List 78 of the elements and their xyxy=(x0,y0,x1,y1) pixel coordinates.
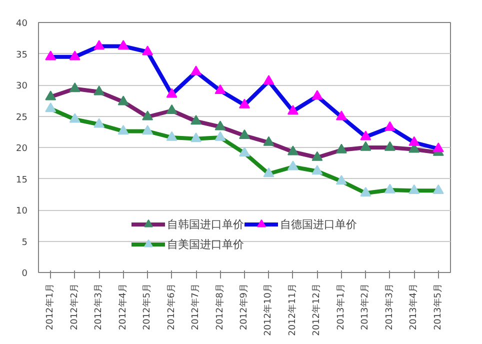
point xyxy=(94,118,105,128)
point xyxy=(432,184,444,194)
point xyxy=(360,130,372,140)
point xyxy=(312,164,323,175)
point xyxy=(118,124,129,135)
y-tick-label: 30 xyxy=(16,82,28,92)
legend-label: 自德国进口单价 xyxy=(280,216,357,232)
point xyxy=(432,142,444,152)
point xyxy=(69,113,80,123)
point xyxy=(166,131,178,141)
x-tick-label: 2013年4月 xyxy=(408,283,420,330)
y-tick-label: 40 xyxy=(16,19,28,29)
y-tick-label: 10 xyxy=(16,206,28,216)
point xyxy=(312,151,323,161)
x-tick-label: 2012年7月 xyxy=(190,283,202,330)
point xyxy=(384,184,396,194)
x-tick-label: 2013年3月 xyxy=(384,283,395,330)
y-tick-label: 20 xyxy=(16,144,28,154)
point xyxy=(45,90,56,100)
point xyxy=(287,104,298,115)
point xyxy=(142,46,154,56)
point xyxy=(118,40,129,50)
point xyxy=(166,88,178,98)
x-tick-label: 2013年5月 xyxy=(432,283,444,330)
point xyxy=(166,104,178,114)
x-tick-label: 2013年2月 xyxy=(360,283,371,330)
point xyxy=(408,184,420,194)
legend-label: 自美国进口单价 xyxy=(167,236,244,252)
point xyxy=(142,110,154,120)
x-tick-label: 2012年8月 xyxy=(214,283,226,330)
point xyxy=(360,186,372,197)
point xyxy=(336,110,347,120)
point xyxy=(239,129,250,140)
x-tick-label: 2012年2月 xyxy=(68,283,80,330)
point xyxy=(214,84,226,94)
x-tick-label: 2012年11月 xyxy=(286,283,298,336)
legend-label: 自韩国进口单价 xyxy=(167,216,244,232)
x-tick-label: 2012年12月 xyxy=(311,283,322,336)
point xyxy=(190,114,202,125)
point xyxy=(214,120,226,130)
point xyxy=(384,141,396,151)
point xyxy=(239,146,250,157)
x-tick-label: 2012年5月 xyxy=(142,283,153,330)
x-tick-label: 2012年10月 xyxy=(262,283,274,336)
point xyxy=(408,136,420,146)
point xyxy=(45,50,56,60)
point xyxy=(336,144,347,154)
x-tick-label: 2012年9月 xyxy=(238,283,250,330)
y-tick-label: 5 xyxy=(22,238,28,248)
point xyxy=(69,50,80,60)
point xyxy=(336,174,347,185)
y-tick-label: 25 xyxy=(16,112,28,123)
y-tick-label: 0 xyxy=(22,269,28,279)
point xyxy=(384,121,396,131)
point xyxy=(214,131,226,141)
x-tick-label: 2012年4月 xyxy=(117,283,128,330)
point xyxy=(287,146,298,156)
point xyxy=(263,136,274,146)
point xyxy=(118,96,129,106)
point xyxy=(360,141,372,151)
x-tick-label: 2012年3月 xyxy=(93,283,104,330)
point xyxy=(239,98,250,108)
point xyxy=(190,132,202,142)
point xyxy=(312,90,323,100)
point xyxy=(190,66,202,76)
y-tick-label: 15 xyxy=(16,175,28,186)
point xyxy=(263,74,274,85)
point xyxy=(94,40,105,50)
point xyxy=(45,102,56,112)
x-tick-label: 2013年1月 xyxy=(335,283,346,330)
point xyxy=(263,167,274,178)
point xyxy=(142,124,154,135)
x-tick-label: 2012年6月 xyxy=(166,283,177,330)
x-tick-label: 2012年1月 xyxy=(44,283,56,330)
point xyxy=(94,86,105,96)
y-tick-label: 35 xyxy=(16,50,28,60)
point xyxy=(287,160,298,170)
point xyxy=(69,82,80,92)
